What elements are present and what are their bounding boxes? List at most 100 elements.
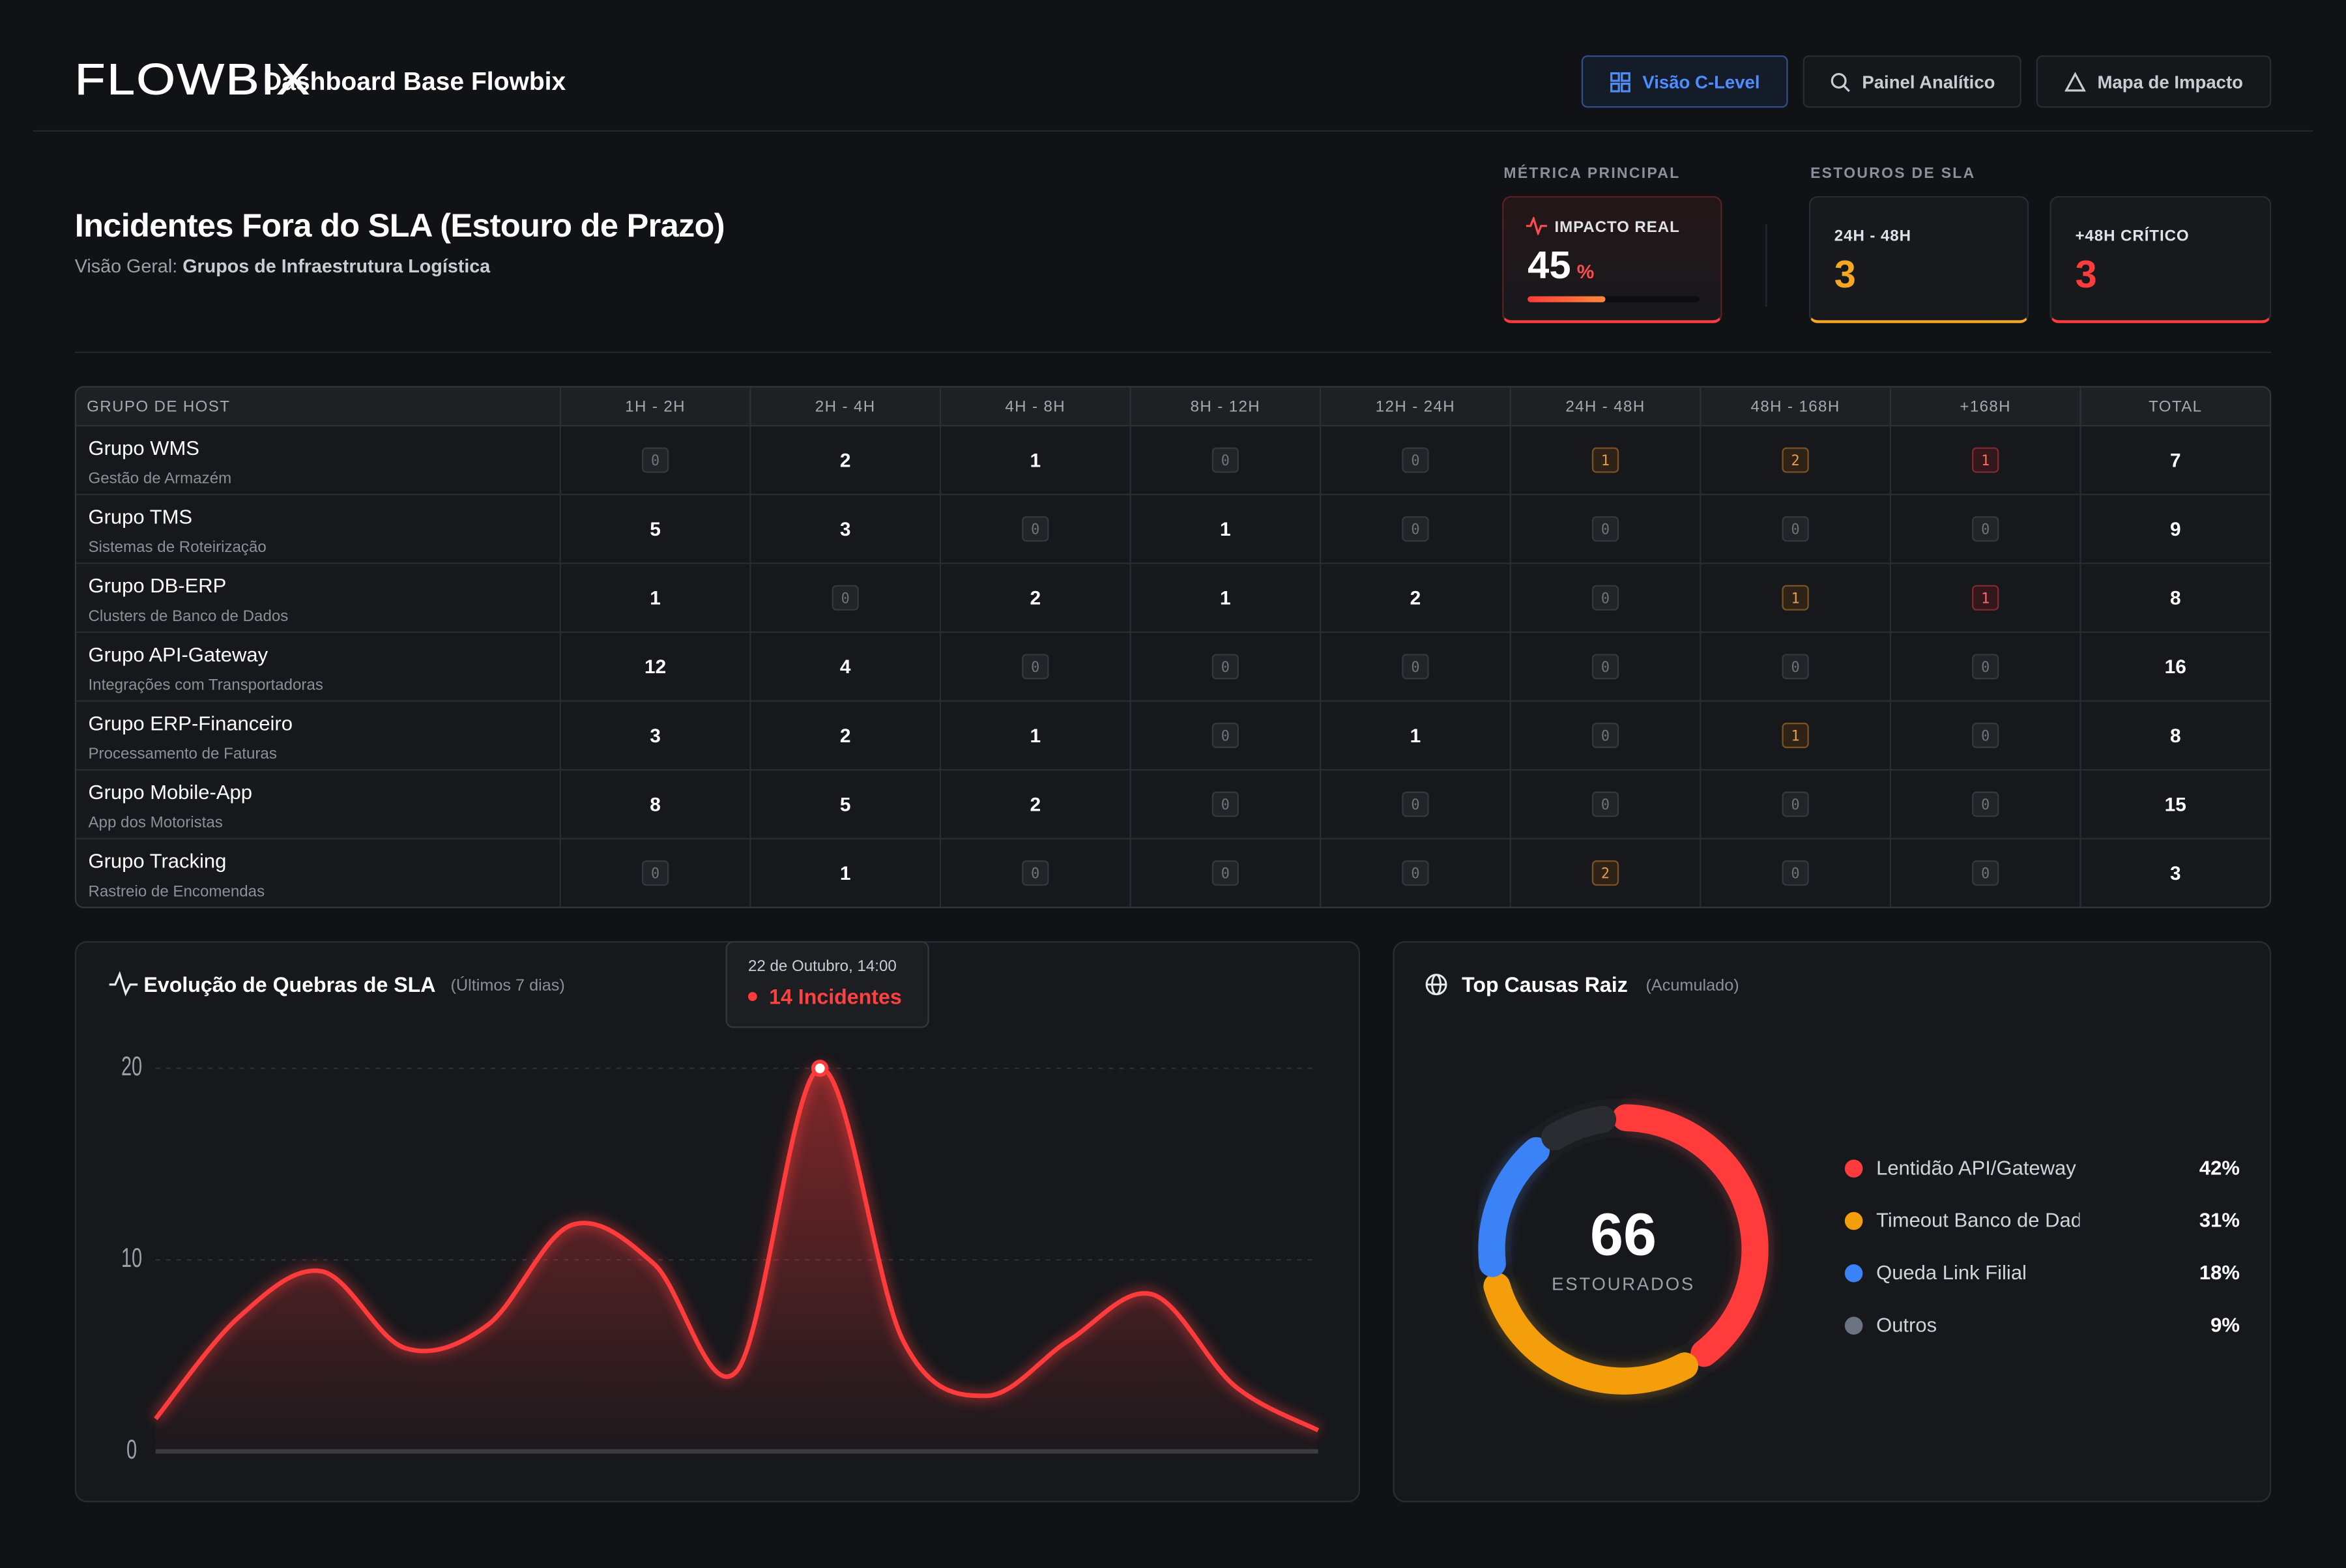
host-description: Sistemas de Roteirização (88, 538, 267, 557)
legend-dot (1844, 1212, 1863, 1230)
count-value: 8 (650, 792, 661, 816)
count-badge: 0 (642, 447, 669, 473)
count-cell: 1 (939, 701, 1130, 771)
count-badge: 0 (1592, 791, 1619, 817)
count-value: 12 (644, 655, 667, 678)
count-badge: 0 (1782, 516, 1809, 542)
table-row: Grupo TMS Sistemas de Roteirização 5 3 0 1 0 0 0… (76, 495, 2270, 564)
count-cell: 3 (559, 701, 750, 771)
count-badge: 0 (1972, 860, 1999, 886)
count-cell: 1 (1700, 701, 1890, 771)
count-badge: 0 (1972, 516, 1999, 542)
host-description: Processamento de Faturas (88, 745, 277, 763)
count-badge: 0 (1402, 654, 1429, 680)
host-cell: Grupo Tracking Rastreio de Encomendas (76, 839, 560, 907)
host-cell: Grupo API-Gateway Integrações com Transpo… (76, 633, 560, 702)
legend-value: 9% (2210, 1313, 2240, 1337)
sla-table: GRUPO DE HOST 1H - 2H 2H - 4H 4H - 8H 8H - 1… (74, 386, 2272, 908)
impact-unit: % (1576, 260, 1595, 283)
count-value: 1 (1220, 517, 1231, 540)
donut-segment (1478, 1137, 1550, 1277)
page-title: Incidentes Fora do SLA (Estouro de Prazo… (74, 206, 725, 244)
total-cell: 3 (2079, 839, 2270, 907)
count-cell: 2 (939, 564, 1130, 633)
count-badge: 0 (1782, 791, 1809, 817)
count-value: 2 (839, 448, 851, 472)
host-name: Grupo ERP-Financeiro (88, 712, 293, 735)
legend-label: Lentidão API/Gateway (1876, 1156, 2076, 1180)
count-cell: 0 (1700, 770, 1890, 840)
count-badge: 1 (1782, 722, 1809, 748)
logo[interactable]: FLOWBIX (74, 57, 311, 105)
count-badge: 1 (1972, 447, 1999, 473)
count-cell: 1 (749, 839, 940, 907)
chart-subtitle: (Últimos 7 dias) (450, 976, 564, 995)
tooltip-label: 14 Incidentes (769, 984, 902, 1009)
count-cell: 2 (749, 701, 940, 771)
column-header: 24H - 48H (1509, 387, 1700, 427)
count-badge: 0 (1022, 654, 1049, 680)
count-cell: 3 (749, 495, 940, 564)
line-panel: Evolução de Quebras de SLA (Últimos 7 di… (74, 941, 1360, 1503)
total-value: 8 (2169, 724, 2181, 747)
table-row: Grupo WMS Gestão de Armazém 0 2 1 0 0 1 2 1 7 (76, 426, 2270, 495)
chart-subtitle: (Acumulado) (1646, 976, 1739, 995)
count-cell: 5 (559, 495, 750, 564)
sla-card: 24H - 48H 3 (1808, 196, 2029, 323)
legend-dot (1844, 1316, 1863, 1335)
nav-button[interactable]: Painel Analítico (1803, 55, 2021, 108)
nav-button[interactable]: Visão C-Level (1581, 55, 1788, 108)
nav-icon (1610, 71, 1630, 92)
count-cell: 1 (1509, 426, 1700, 495)
total-value: 15 (2164, 792, 2186, 816)
host-cell: Grupo WMS Gestão de Armazém (76, 426, 560, 495)
legend-dot (1844, 1264, 1863, 1283)
count-badge: 0 (1592, 722, 1619, 748)
count-badge: 0 (832, 585, 859, 611)
donut-total-label: ESTOURADOS (1552, 1273, 1695, 1294)
count-cell: 0 (1129, 839, 1320, 907)
metric-group-label: ESTOUROS DE SLA (1810, 166, 1976, 183)
impact-track (1528, 296, 1700, 302)
count-cell: 2 (1700, 426, 1890, 495)
y-tick-label: 10 (121, 1243, 142, 1273)
count-badge: 0 (1211, 654, 1239, 680)
divider (74, 351, 2272, 353)
table-body: Grupo WMS Gestão de Armazém 0 2 1 0 0 1 2 1 7 Grupo… (76, 426, 2270, 907)
count-cell: 0 (1889, 633, 2080, 702)
count-cell: 0 (559, 426, 750, 495)
column-header: 48H - 168H (1700, 387, 1890, 427)
legend-value: 42% (2199, 1156, 2240, 1180)
count-badge: 0 (1402, 791, 1429, 817)
count-cell: 0 (1129, 770, 1320, 840)
column-header: +168H (1889, 387, 2080, 427)
count-value: 1 (1030, 724, 1041, 747)
sla-label: +48H CRÍTICO (2075, 227, 2190, 246)
count-value: 2 (1030, 587, 1041, 609)
tooltip: 22 de Outubro, 14:00 14 Incidentes (725, 941, 929, 1028)
page-subtitle: Visão Geral: Grupos de Infraestrutura Lo… (75, 256, 490, 277)
count-badge: 2 (1592, 860, 1619, 886)
count-cell: 2 (749, 426, 940, 495)
count-badge: 1 (1592, 447, 1619, 473)
count-value: 2 (839, 724, 851, 747)
legend-label: Queda Link Filial (1876, 1261, 2027, 1284)
count-cell: 0 (1889, 495, 2080, 564)
count-badge: 0 (1972, 654, 1999, 680)
sla-card: +48H CRÍTICO 3 (2049, 196, 2272, 323)
count-badge: 0 (1022, 860, 1049, 886)
subtitle-label: Visão Geral: (74, 255, 178, 277)
host-cell: Grupo DB-ERP Clusters de Banco de Dados (76, 564, 560, 633)
count-cell: 0 (749, 564, 940, 633)
nav-button[interactable]: Mapa de Impacto (2036, 55, 2272, 108)
count-cell: 2 (939, 770, 1130, 840)
count-cell: 0 (1129, 633, 1320, 702)
count-cell: 0 (1320, 495, 1510, 564)
tooltip-date: 22 de Outubro, 14:00 (747, 957, 897, 976)
count-cell: 0 (1509, 770, 1700, 840)
count-cell: 2 (1320, 564, 1510, 633)
total-cell: 7 (2079, 426, 2270, 495)
count-badge: 0 (1211, 722, 1239, 748)
column-header: 4H - 8H (939, 387, 1130, 427)
